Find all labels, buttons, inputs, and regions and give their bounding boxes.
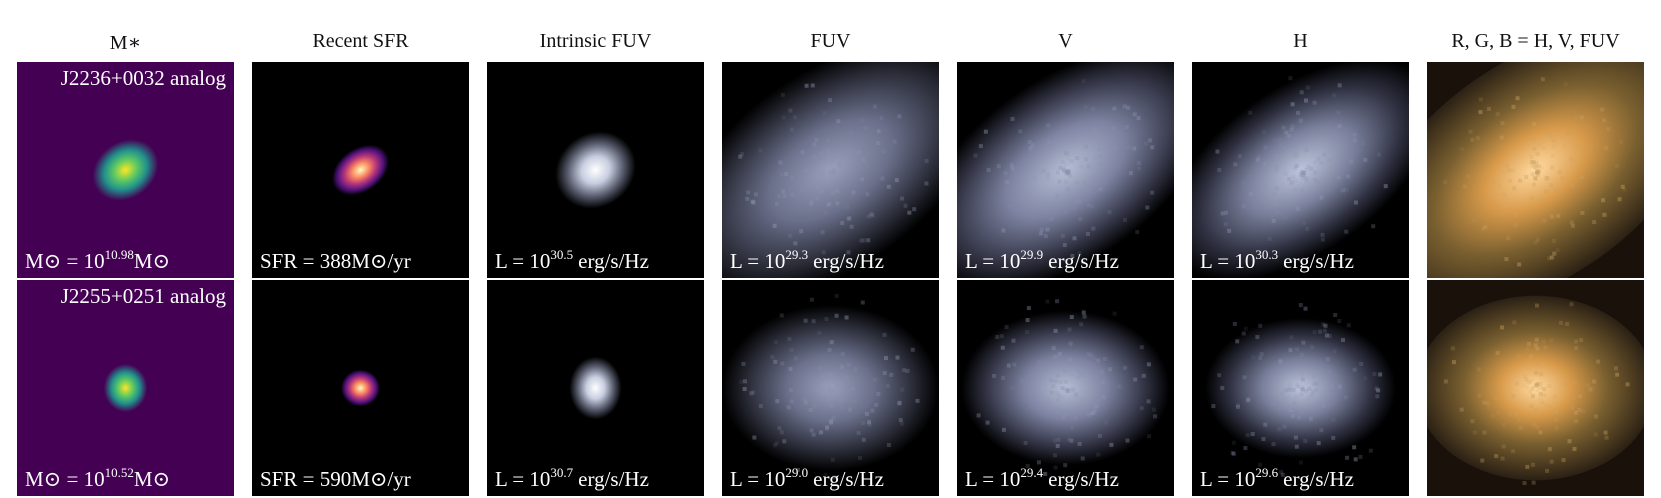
- label-unit: M⊙: [134, 249, 170, 273]
- label-text: M⊙ = 10: [25, 467, 105, 491]
- label-text: L = 10: [1200, 249, 1255, 273]
- image-panel: L = 1029.9 erg/s/Hz: [957, 62, 1174, 278]
- image-panel: L = 1029.4 erg/s/Hz: [957, 280, 1174, 496]
- image-panel: L = 1030.5 erg/s/Hz: [487, 62, 704, 278]
- label-text: L = 10: [495, 467, 550, 491]
- label-text: M⊙ = 10: [25, 249, 105, 273]
- image-panel: L = 1030.3 erg/s/Hz: [1192, 62, 1409, 278]
- image: [252, 280, 469, 496]
- image-panel: [1427, 280, 1644, 496]
- label-exponent: 29.4: [1020, 465, 1043, 480]
- label-exponent: 30.7: [550, 465, 573, 480]
- label-unit: M⊙: [134, 467, 170, 491]
- column-title: H: [1192, 30, 1409, 53]
- panel-label: L = 1029.3 erg/s/Hz: [730, 247, 884, 274]
- panel-label: SFR = 388M⊙/yr: [260, 249, 411, 274]
- image-panel: SFR = 388M⊙/yr: [252, 62, 469, 278]
- image-panel: L = 1030.7 erg/s/Hz: [487, 280, 704, 496]
- label-exponent: 30.3: [1255, 247, 1278, 262]
- column-title: Intrinsic FUV: [487, 30, 704, 53]
- label-unit: erg/s/Hz: [1283, 467, 1354, 491]
- label-text: L = 10: [1200, 467, 1255, 491]
- panel-label: L = 1029.0 erg/s/Hz: [730, 465, 884, 492]
- label-text: L = 10: [730, 249, 785, 273]
- column-title: V: [957, 30, 1174, 53]
- image: [722, 62, 939, 278]
- panel-label: L = 1029.9 erg/s/Hz: [965, 247, 1119, 274]
- label-exponent: 29.0: [785, 465, 808, 480]
- label-unit: erg/s/Hz: [1283, 249, 1354, 273]
- panel-label: L = 1030.5 erg/s/Hz: [495, 247, 649, 274]
- column-title: R, G, B = H, V, FUV: [1427, 30, 1644, 53]
- label-unit: erg/s/Hz: [1048, 249, 1119, 273]
- label-exponent: 10.98: [105, 247, 134, 262]
- image: [1427, 62, 1644, 278]
- row-label: J2255+0251 analog: [61, 284, 226, 309]
- label-text: L = 10: [730, 467, 785, 491]
- column-title: FUV: [722, 30, 939, 53]
- label-exponent: 30.5: [550, 247, 573, 262]
- column-title: M∗: [17, 30, 234, 55]
- image: [1192, 280, 1409, 496]
- label-exponent: 29.9: [1020, 247, 1043, 262]
- image: [1192, 62, 1409, 278]
- label-text: L = 10: [965, 467, 1020, 491]
- image: [17, 62, 234, 278]
- label-text: L = 10: [495, 249, 550, 273]
- label-exponent: 29.3: [785, 247, 808, 262]
- panel-label: M⊙ = 1010.98M⊙: [25, 247, 170, 274]
- panel-label: L = 1029.4 erg/s/Hz: [965, 465, 1119, 492]
- label-text: SFR = 388M⊙/yr: [260, 249, 411, 273]
- image-panel: L = 1029.0 erg/s/Hz: [722, 280, 939, 496]
- label-exponent: 29.6: [1255, 465, 1278, 480]
- image: [487, 62, 704, 278]
- image: [252, 62, 469, 278]
- image-panel: J2236+0032 analog M⊙ = 1010.98M⊙: [17, 62, 234, 278]
- panel-label: M⊙ = 1010.52M⊙: [25, 465, 170, 492]
- image: [17, 280, 234, 496]
- image: [957, 62, 1174, 278]
- panel-label: SFR = 590M⊙/yr: [260, 467, 411, 492]
- label-text: L = 10: [965, 249, 1020, 273]
- image-panel: SFR = 590M⊙/yr: [252, 280, 469, 496]
- label-unit: erg/s/Hz: [578, 467, 649, 491]
- label-unit: erg/s/Hz: [813, 249, 884, 273]
- label-unit: erg/s/Hz: [1048, 467, 1119, 491]
- image: [722, 280, 939, 496]
- image-panel: L = 1029.3 erg/s/Hz: [722, 62, 939, 278]
- label-unit: erg/s/Hz: [578, 249, 649, 273]
- image: [957, 280, 1174, 496]
- label-text: SFR = 590M⊙/yr: [260, 467, 411, 491]
- column-title: Recent SFR: [252, 30, 469, 53]
- panel-label: L = 1029.6 erg/s/Hz: [1200, 465, 1354, 492]
- panel-label: L = 1030.7 erg/s/Hz: [495, 465, 649, 492]
- image-panel: [1427, 62, 1644, 278]
- image-panel: J2255+0251 analog M⊙ = 1010.52M⊙: [17, 280, 234, 496]
- image-panel: L = 1029.6 erg/s/Hz: [1192, 280, 1409, 496]
- row-label: J2236+0032 analog: [61, 66, 226, 91]
- panel-label: L = 1030.3 erg/s/Hz: [1200, 247, 1354, 274]
- image: [487, 280, 704, 496]
- label-exponent: 10.52: [105, 465, 134, 480]
- label-unit: erg/s/Hz: [813, 467, 884, 491]
- image: [1427, 280, 1644, 496]
